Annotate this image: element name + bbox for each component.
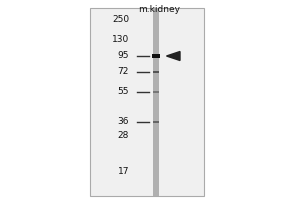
- Text: 250: 250: [112, 16, 129, 24]
- Polygon shape: [167, 51, 180, 60]
- Text: 55: 55: [118, 88, 129, 97]
- Text: 130: 130: [112, 36, 129, 45]
- Bar: [153, 91, 159, 93]
- Text: 72: 72: [118, 68, 129, 76]
- Text: 36: 36: [118, 117, 129, 127]
- Text: 28: 28: [118, 132, 129, 140]
- Bar: [153, 121, 159, 123]
- Bar: [152, 54, 160, 58]
- Bar: [153, 71, 159, 73]
- Bar: [90, 8, 204, 196]
- Text: 17: 17: [118, 168, 129, 176]
- Text: m.kidney: m.kidney: [138, 5, 180, 14]
- Text: 95: 95: [118, 51, 129, 60]
- Bar: [153, 8, 159, 196]
